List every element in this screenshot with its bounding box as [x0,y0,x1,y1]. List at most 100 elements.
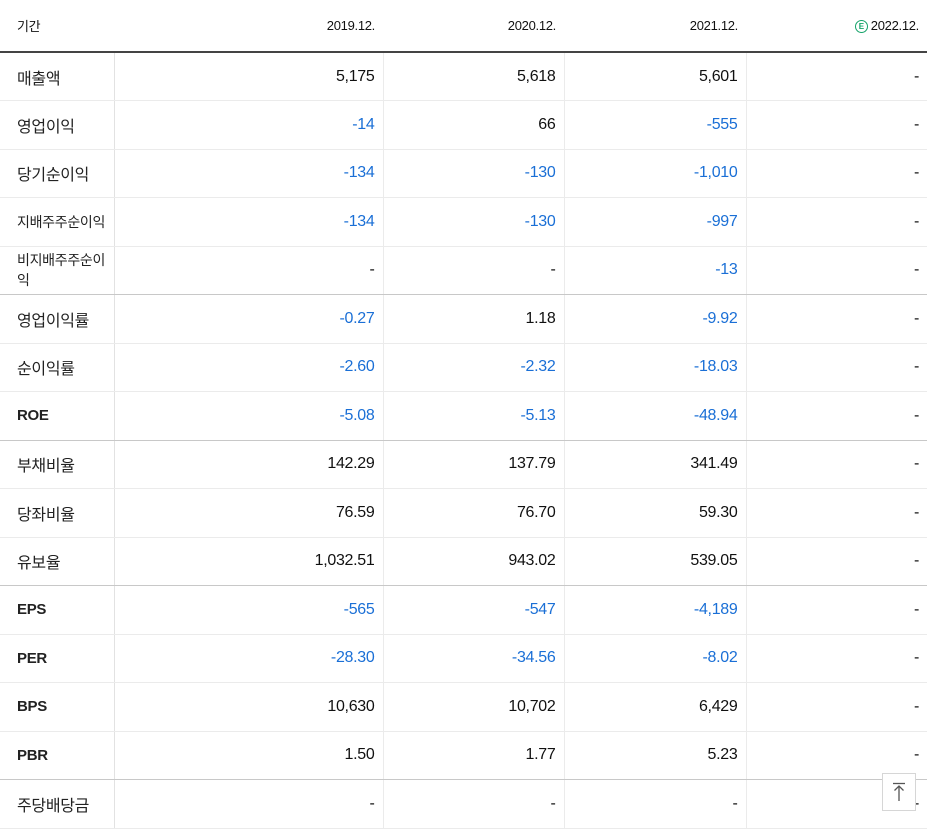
row-value-2022-12: - [745,197,927,247]
row-value-2021-12: 5,601 [563,52,746,101]
row-label: 비지배주주순이익 [0,246,115,295]
header-period-2022-label: 2022.12. [870,18,920,33]
header-period-label: 기간 [0,0,114,53]
row-label: 부채비율 [0,440,115,489]
row-value-2022-12: - [745,391,927,441]
row-value-2020-12: - [382,779,564,829]
row-value-2022-12: - [745,343,927,392]
row-value-2021-12: -997 [563,197,746,247]
table-row: 비지배주주순이익 - - -13- [0,246,927,295]
row-value-2021-12: -48.94 [563,391,746,441]
row-label: ROE [0,391,115,441]
row-value-2020-12: 1.18 [382,294,564,344]
row-value-2022-12: - [745,488,927,538]
row-label: BPS [0,682,115,732]
row-value-2021-12: 539.05 [563,537,746,586]
row-value-2021-12: -555 [563,100,746,150]
arrow-up-to-top-icon [893,782,905,801]
row-label: 유보율 [0,537,115,586]
row-value-2020-12: 5,618 [382,52,564,101]
row-value-2020-12: 66 [382,100,564,150]
row-value-2019-12: - [113,779,383,829]
row-value-2021-12: 341.49 [563,440,746,489]
row-value-2020-12: -5.13 [382,391,564,441]
row-value-2022-12: - [745,682,927,732]
table-row: 부채비율 142.29 137.79 341.49- [0,440,927,489]
row-label: PER [0,634,115,683]
table-row: 순이익률 -2.60 -2.32 -18.03- [0,343,927,392]
row-value-2020-12: -34.56 [382,634,564,683]
row-label: 당기순이익 [0,149,115,198]
row-value-2021-12: -9.92 [563,294,746,344]
row-value-2019-12: -134 [113,149,383,198]
row-value-2019-12: -28.30 [113,634,383,683]
row-value-2020-12: -547 [382,585,564,635]
row-label: 지배주주순이익 [0,197,115,247]
table-row: EPS -565 -547 -4,189- [0,585,927,635]
row-value-2022-12: - [745,440,927,489]
row-label: 매출액 [0,52,115,101]
row-value-2019-12: -0.27 [113,294,383,344]
estimate-icon: E [854,20,868,33]
scroll-to-top-button[interactable] [882,773,916,811]
row-value-2020-12: 943.02 [382,537,564,586]
row-value-2020-12: 137.79 [382,440,564,489]
row-value-2020-12: - [382,246,564,295]
row-value-2019-12: 76.59 [113,488,383,538]
row-label: PBR [0,731,115,780]
table-row: 지배주주순이익 -134 -130 -997- [0,197,927,247]
header-period-2019: 2019.12. [114,0,383,53]
row-value-2019-12: 5,175 [113,52,383,101]
row-value-2021-12: -8.02 [563,634,746,683]
row-value-2022-12: - [745,100,927,150]
row-value-2022-12: - [745,149,927,198]
row-value-2020-12: -130 [382,197,564,247]
header-period-2021: 2021.12. [564,0,746,53]
row-value-2019-12: -134 [113,197,383,247]
row-value-2022-12: - [745,52,927,101]
table-row: 영업이익 -14 66 -555- [0,100,927,150]
table-row: BPS 10,630 10,702 6,429- [0,682,927,732]
row-value-2020-12: -2.32 [382,343,564,392]
row-label: 영업이익률 [0,294,115,344]
row-value-2019-12: 1.50 [113,731,383,780]
row-value-2019-12: 10,630 [113,682,383,732]
row-value-2021-12: -13 [563,246,746,295]
row-value-2022-12: - [745,731,927,780]
table-row: ROE -5.08 -5.13 -48.94- [0,391,927,441]
row-value-2021-12: 5.23 [563,731,746,780]
row-value-2020-12: 1.77 [382,731,564,780]
row-value-2020-12: -130 [382,149,564,198]
table-row: 영업이익률 -0.27 1.18 -9.92- [0,294,927,344]
row-value-2022-12: - [745,537,927,586]
row-value-2019-12: -2.60 [113,343,383,392]
row-value-2021-12: 6,429 [563,682,746,732]
table-row: PER -28.30 -34.56 -8.02- [0,634,927,683]
row-value-2021-12: 59.30 [563,488,746,538]
table-row: 당기순이익 -134 -130 -1,010- [0,149,927,198]
row-label: EPS [0,585,115,635]
row-value-2022-12: - [745,294,927,344]
header-period-2020: 2020.12. [383,0,564,53]
header-period-2022: E 2022.12. [746,0,927,53]
row-label: 당좌비율 [0,488,115,538]
table-row: 주당배당금 - - - - [0,779,927,829]
table-row: 당좌비율 76.59 76.70 59.30- [0,488,927,538]
table-row: 유보율 1,032.51 943.02 539.05- [0,537,927,586]
row-label: 순이익률 [0,343,115,392]
row-value-2022-12: - [745,634,927,683]
row-value-2022-12: - [745,585,927,635]
row-value-2020-12: 76.70 [382,488,564,538]
row-value-2019-12: 142.29 [113,440,383,489]
table-row: 매출액 5,175 5,618 5,601- [0,52,927,101]
table-header-row: 기간 2019.12. 2020.12. 2021.12. E 2022.12. [0,0,927,53]
row-label: 주당배당금 [0,779,115,829]
row-value-2019-12: -565 [113,585,383,635]
row-value-2019-12: -5.08 [113,391,383,441]
row-value-2022-12: - [745,246,927,295]
table-row: PBR 1.50 1.77 5.23- [0,731,927,780]
row-value-2019-12: -14 [113,100,383,150]
row-value-2021-12: -1,010 [563,149,746,198]
row-value-2019-12: 1,032.51 [113,537,383,586]
